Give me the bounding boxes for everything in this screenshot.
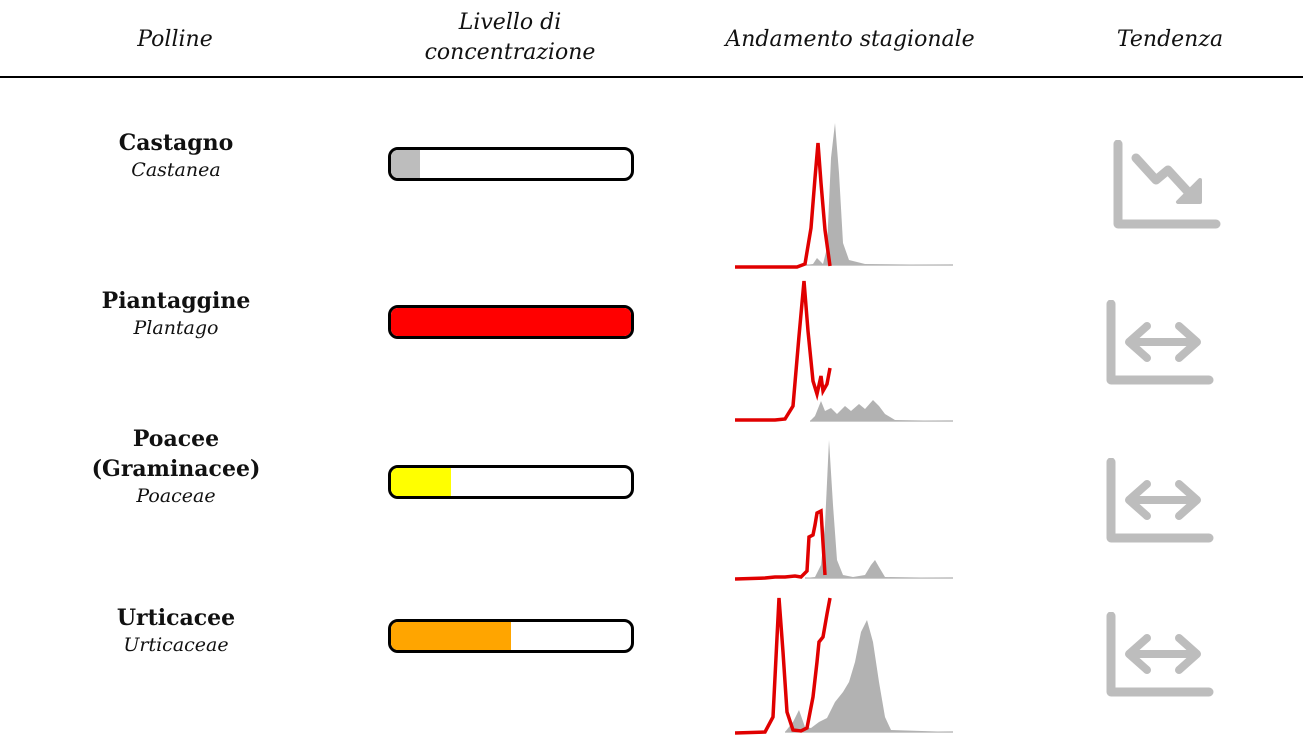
seasonal-line: [735, 508, 827, 581]
seasonal-area: [805, 440, 953, 578]
seasonal-line: [735, 597, 832, 735]
concentration-bar-fill: [391, 150, 420, 178]
header-trend: Tendenza: [1116, 27, 1224, 52]
pollen-name: Piantaggine Plantago: [0, 286, 352, 340]
pollen-common-name: Piantaggine: [101, 288, 251, 314]
pollen-latin-name: Urticaceae: [123, 634, 229, 656]
pollen-common-name: Poacee (Graminacee): [91, 426, 261, 482]
seasonal-chart: [735, 123, 953, 269]
header-pollen: Polline: [137, 27, 213, 52]
header-level: Livello di concentrazione: [424, 10, 596, 65]
trend-down-icon: [1113, 140, 1221, 229]
pollen-latin-name: Plantago: [133, 317, 219, 339]
trend-stable-icon: [1106, 612, 1214, 697]
pollen-name: Castagno Castanea: [0, 128, 352, 182]
concentration-bar: [388, 619, 634, 653]
concentration-bar-fill: [391, 308, 631, 336]
seasonal-area: [785, 620, 953, 732]
pollen-latin-name: Castanea: [131, 159, 221, 181]
concentration-bar: [388, 147, 634, 181]
header-divider: [0, 76, 1303, 78]
header-season: Andamento stagionale: [725, 27, 975, 52]
concentration-bar-fill: [391, 622, 511, 650]
pollen-common-name: Urticacee: [116, 605, 236, 631]
pollen-common-name: Castagno: [118, 130, 234, 156]
seasonal-line: [735, 280, 832, 422]
seasonal-area: [805, 123, 953, 265]
pollen-name: Urticacee Urticaceae: [0, 603, 352, 657]
concentration-bar: [388, 465, 634, 499]
seasonal-chart: [735, 597, 953, 735]
pollen-name: Poacee (Graminacee) Poaceae: [0, 424, 352, 508]
trend-stable-icon: [1106, 458, 1214, 543]
pollen-latin-name: Poaceae: [136, 485, 216, 507]
concentration-bar: [388, 305, 634, 339]
seasonal-line: [735, 142, 832, 269]
concentration-bar-fill: [391, 468, 451, 496]
seasonal-chart: [735, 440, 953, 581]
seasonal-area: [810, 400, 953, 421]
seasonal-chart: [735, 280, 953, 422]
trend-stable-icon: [1106, 300, 1214, 385]
